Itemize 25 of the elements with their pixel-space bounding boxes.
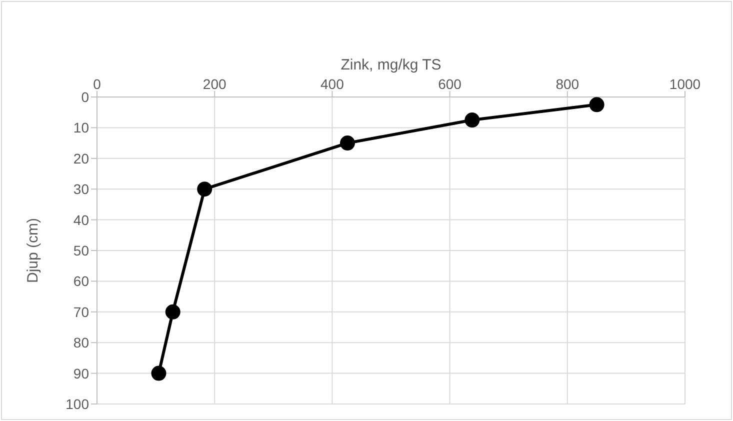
x-tick-label: 800 xyxy=(556,76,580,92)
point xyxy=(589,97,604,112)
y-tick-label: 10 xyxy=(73,120,90,136)
y-tick-label: 20 xyxy=(73,150,90,166)
x-tick-label: 1000 xyxy=(669,76,701,92)
y-tick-label: 50 xyxy=(73,242,90,258)
y-tick-label: 90 xyxy=(73,365,90,382)
x-tick-label: 400 xyxy=(320,76,344,92)
point xyxy=(464,112,480,128)
y-tick-label: 40 xyxy=(73,212,90,228)
point xyxy=(340,136,355,151)
x-tick-label: 200 xyxy=(202,76,226,92)
y-axis-title: Djup (cm) xyxy=(24,218,42,284)
y-tick-label: 30 xyxy=(73,181,90,198)
point xyxy=(151,366,166,381)
y-tick-label: 100 xyxy=(66,396,90,412)
x-tick-label: 600 xyxy=(438,76,462,92)
y-tick-label: 80 xyxy=(73,334,90,351)
y-tick-label: 70 xyxy=(73,304,90,320)
y-tick-label: 60 xyxy=(73,273,90,290)
point xyxy=(197,182,212,197)
x-tick-label: 0 xyxy=(93,76,102,92)
point xyxy=(165,304,180,320)
y-tick-label: 0 xyxy=(81,88,90,105)
x-axis-title: Zink, mg/kg TS xyxy=(340,56,442,74)
